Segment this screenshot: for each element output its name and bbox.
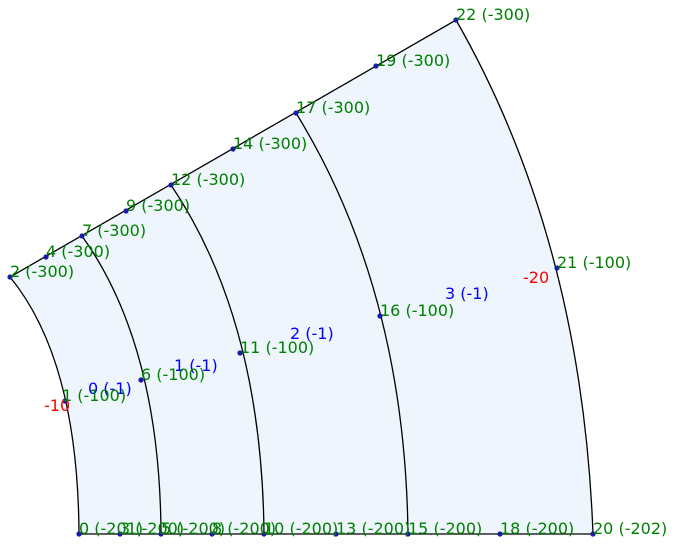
node-label-19: 19 (-300) <box>376 51 450 70</box>
node-20 <box>590 531 596 537</box>
edge-arc-3 <box>295 112 409 535</box>
node-13 <box>333 531 339 537</box>
node-label-7: 7 (-300) <box>82 221 146 240</box>
region-label-2: 2 (-1) <box>290 324 334 343</box>
node-label-17: 17 (-300) <box>296 98 370 117</box>
node-0 <box>76 531 82 537</box>
node-label-1: 1 (-100) <box>62 386 126 405</box>
node-8 <box>209 531 215 537</box>
node-18 <box>497 531 503 537</box>
region-label-1: 1 (-1) <box>174 356 218 375</box>
node-6 <box>138 377 144 383</box>
node-14 <box>230 146 236 152</box>
node-3 <box>117 531 123 537</box>
node-label-20: 20 (-202) <box>593 519 667 538</box>
node-4 <box>43 254 49 260</box>
node-label-22: 22 (-300) <box>456 5 530 24</box>
node-label-12: 12 (-300) <box>171 170 245 189</box>
node-labels: 0 (-201) 1 (-100) 2 (-300) 3 (-200) 4 (-… <box>10 5 667 538</box>
node-label-9: 9 (-300) <box>126 196 190 215</box>
region-labels: 0 (-1) 1 (-1) 2 (-1) 3 (-1) <box>88 284 489 398</box>
node-17 <box>293 110 299 116</box>
node-label-4: 4 (-300) <box>46 242 110 261</box>
boundary-label-inner: -10 <box>44 396 70 415</box>
mesh-domain <box>9 19 594 535</box>
node-21 <box>554 265 560 271</box>
region-label-3: 3 (-1) <box>445 284 489 303</box>
node-label-18: 18 (-200) <box>500 519 574 538</box>
node-label-5: 5 (-200) <box>161 519 225 538</box>
node-11 <box>237 350 243 356</box>
node-label-10: 10 (-200) <box>264 519 338 538</box>
boundary-labels: -10 -20 <box>44 268 549 415</box>
node-5 <box>158 531 164 537</box>
node-2 <box>7 274 13 280</box>
node-7 <box>79 233 85 239</box>
node-16 <box>377 313 383 319</box>
node-label-15: 15 (-200) <box>408 519 482 538</box>
edge-arc-2 <box>170 184 265 535</box>
node-12 <box>168 182 174 188</box>
region-label-0: 0 (-1) <box>88 379 132 398</box>
node-label-11: 11 (-100) <box>240 338 314 357</box>
node-label-16: 16 (-100) <box>380 301 454 320</box>
node-label-6: 6 (-100) <box>141 365 205 384</box>
node-label-3: 3 (-200) <box>120 519 184 538</box>
node-15 <box>405 531 411 537</box>
node-19 <box>373 63 379 69</box>
node-label-21: 21 (-100) <box>557 253 631 272</box>
node-1 <box>62 398 68 404</box>
node-label-8: 8 (-200) <box>212 519 276 538</box>
edge-arc-1 <box>81 235 162 535</box>
node-22 <box>453 17 459 23</box>
node-10 <box>261 531 267 537</box>
node-9 <box>123 208 129 214</box>
node-label-13: 13 (-200) <box>336 519 410 538</box>
node-label-2: 2 (-300) <box>10 262 74 281</box>
node-label-14: 14 (-300) <box>233 134 307 153</box>
node-label-0: 0 (-201) <box>79 519 143 538</box>
boundary-label-outer: -20 <box>523 268 549 287</box>
nodes-layer <box>7 17 596 537</box>
